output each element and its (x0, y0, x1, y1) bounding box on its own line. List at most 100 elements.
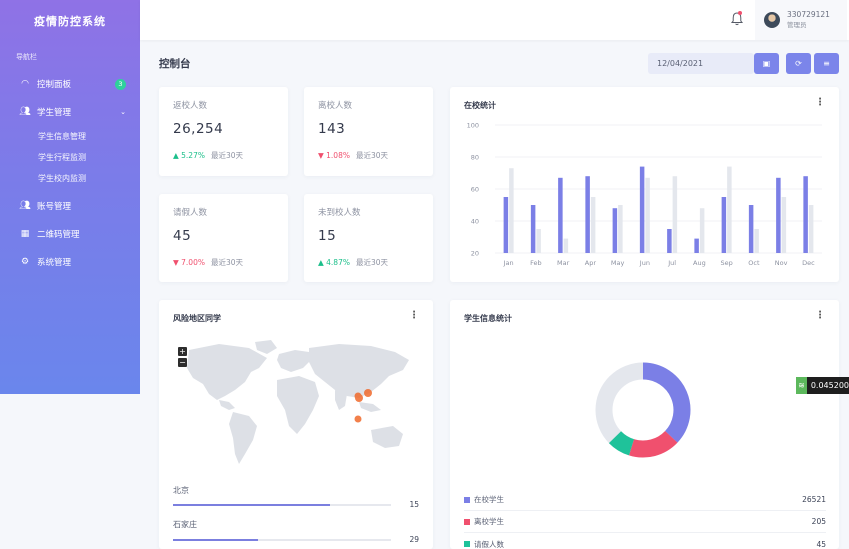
extension-widget[interactable]: ≋ 0.045200 (796, 377, 849, 394)
bar (585, 176, 590, 253)
legend-row: 离校学生 205 (464, 511, 826, 533)
region-progress (173, 539, 391, 541)
chevron-down-icon: ⌄ (120, 108, 126, 116)
nav-caption: 导航栏 (16, 53, 37, 61)
more-vertical-icon[interactable]: ⋮ (815, 310, 825, 321)
arrow-down-icon: ▼ (173, 258, 182, 267)
user-menu[interactable]: 330729121 管理员 (755, 0, 847, 40)
top-header: 330729121 管理员 (140, 0, 849, 40)
bar-chart: 20 40 60 80 100 Jan Feb Mar Apr May Jun Jul Aug Sep Oc… (467, 122, 822, 267)
legend-swatch (464, 496, 470, 503)
users-icon: 👥︎ (19, 201, 31, 211)
y-tick-label: 60 (471, 186, 479, 194)
stat-card-absent: 未到校人数 15 ▲ 4.87% 最近30天 (304, 194, 433, 282)
stat-card-returned: 返校人数 26,254 ▲ 5.27% 最近30天 (159, 87, 288, 176)
sidebar-subitem-campus-monitor[interactable]: 学生校内监测 (38, 174, 86, 183)
filter-button[interactable]: ≡ (814, 53, 839, 74)
gauge-icon: ◠ (21, 79, 29, 89)
sidebar-item-dashboard[interactable]: ◠ 控制面板 3 (0, 70, 140, 98)
more-vertical-icon[interactable]: ⋮ (409, 310, 419, 321)
app-title: 疫情防控系统 (34, 15, 106, 28)
stat-period: 最近30天 (355, 258, 389, 267)
donut-segment-leave (608, 430, 635, 456)
bar (509, 168, 514, 253)
calendar-icon: ▣ (762, 59, 771, 68)
refresh-button[interactable]: ⟳ (786, 53, 811, 74)
users-icon: 👥︎ (19, 107, 31, 117)
stat-card-leave: 请假人数 45 ▼ 7.00% 最近30天 (159, 194, 288, 282)
calendar-button[interactable]: ▣ (754, 53, 779, 74)
region-value: 15 (409, 500, 419, 509)
sidebar-item-qrcode-management[interactable]: ▦ 二维码管理 (0, 220, 140, 248)
arrow-up-icon: ▲ (173, 151, 182, 160)
bar (503, 197, 509, 253)
zoom-in-button[interactable]: + (178, 347, 187, 356)
stat-value: 26,254 (173, 121, 224, 137)
more-vertical-icon[interactable]: ⋮ (815, 97, 825, 108)
map-card: 风险地区同学 ⋮ + − (159, 300, 433, 549)
legend-swatch (464, 541, 470, 547)
x-tick-label: Mar (557, 259, 570, 267)
region-name: 北京 (173, 486, 189, 495)
stat-value: 45 (173, 228, 192, 244)
region-progress-fill (173, 504, 330, 506)
stat-trend: ▲ 5.27% 最近30天 (173, 150, 243, 161)
bar (694, 238, 699, 253)
bar (748, 205, 754, 253)
stat-trend: ▲ 4.87% 最近30天 (318, 257, 388, 268)
sidebar-subitem-student-info[interactable]: 学生信息管理 (38, 132, 86, 141)
sidebar-item-system-management[interactable]: ⚙ 系统管理 (0, 248, 140, 276)
notification-dot (738, 11, 742, 15)
stat-change: 1.08% (326, 151, 350, 160)
zoom-out-button[interactable]: − (178, 358, 187, 367)
donut-segment-left (629, 430, 678, 458)
sidebar: 疫情防控系统 导航栏 ◠ 控制面板 3 👥︎ 学生管理 ⌄ 学生信息管理 学生行… (0, 0, 140, 394)
refresh-icon: ⟳ (795, 59, 802, 68)
stat-trend: ▼ 1.08% 最近30天 (318, 150, 388, 161)
stat-period: 最近30天 (210, 258, 244, 267)
user-role: 管理员 (787, 21, 807, 30)
bar (563, 238, 569, 253)
stat-title: 未到校人数 (318, 208, 361, 218)
bar (781, 197, 787, 253)
arrow-up-icon: ▲ (318, 258, 327, 267)
x-tick-label: Jan (503, 259, 514, 267)
x-tick-label: Aug (693, 259, 706, 267)
sidebar-item-label: 二维码管理 (37, 230, 80, 240)
card-title: 风险地区同学 (173, 314, 221, 323)
bar (639, 166, 645, 253)
x-tick-label: Nov (775, 259, 788, 267)
region-value: 29 (409, 535, 419, 544)
date-input[interactable]: 12/04/2021 (648, 53, 754, 74)
x-tick-label: May (611, 259, 625, 267)
bar (699, 208, 705, 253)
legend-label: 请假人数 (474, 539, 504, 549)
filter-icon: ≡ (823, 59, 830, 68)
region-progress-fill (173, 539, 259, 541)
gear-icon: ⚙ (20, 257, 30, 267)
world-map[interactable] (159, 338, 433, 468)
stat-value: 15 (318, 228, 337, 244)
x-tick-label: Dec (802, 259, 815, 267)
x-tick-label: Apr (585, 259, 597, 267)
stat-period: 最近30天 (355, 151, 389, 160)
bar (803, 176, 808, 253)
y-tick-label: 80 (471, 154, 479, 162)
bar (645, 177, 650, 253)
donut-chart (595, 362, 691, 458)
legend-row: 请假人数 45 (464, 533, 826, 549)
bar (808, 205, 814, 253)
bar (776, 177, 781, 253)
sidebar-subitem-trip-monitor[interactable]: 学生行程监测 (38, 153, 86, 162)
legend-value: 45 (816, 539, 826, 549)
extension-value: 0.045200 (810, 381, 849, 390)
legend-value: 26521 (802, 495, 826, 504)
x-tick-label: Oct (748, 259, 760, 267)
donut-segment-in-school (642, 362, 691, 443)
sidebar-item-account-management[interactable]: 👥︎ 账号管理 (0, 192, 140, 220)
qrcode-icon: ▦ (20, 229, 30, 239)
bell-icon[interactable] (729, 11, 745, 27)
x-tick-label: Jun (639, 259, 650, 267)
sidebar-item-student-management[interactable]: 👥︎ 学生管理 ⌄ (0, 98, 140, 126)
stat-title: 请假人数 (173, 208, 208, 218)
